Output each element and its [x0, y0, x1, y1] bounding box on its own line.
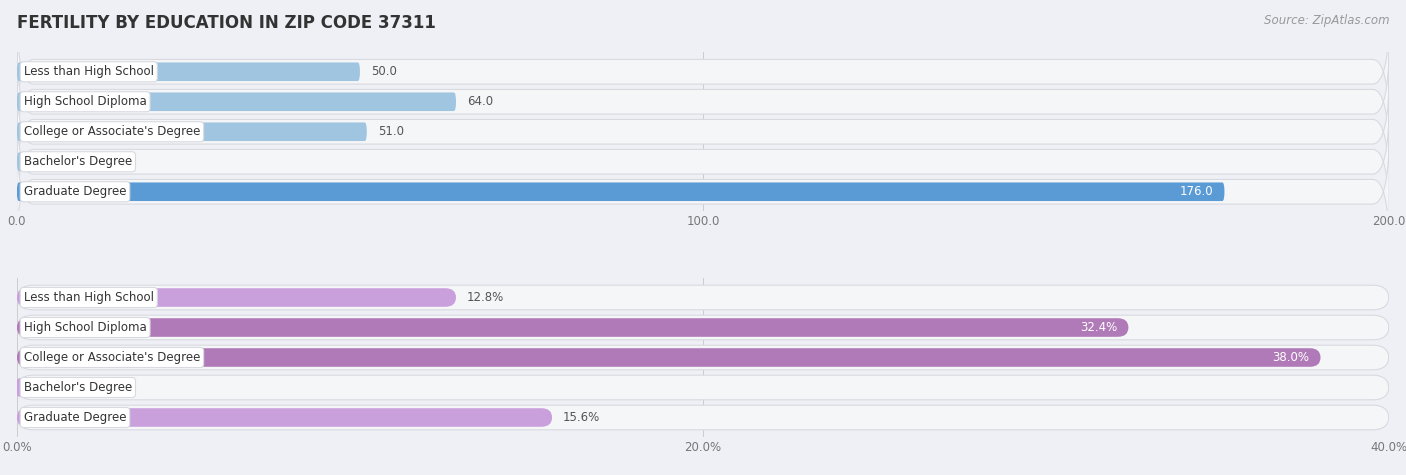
FancyBboxPatch shape [17, 315, 1389, 340]
FancyBboxPatch shape [17, 288, 456, 307]
Text: Bachelor's Degree: Bachelor's Degree [24, 155, 132, 168]
FancyBboxPatch shape [17, 152, 58, 171]
FancyBboxPatch shape [17, 345, 1389, 370]
FancyBboxPatch shape [17, 102, 1389, 221]
Text: 38.0%: 38.0% [1272, 351, 1309, 364]
Text: FERTILITY BY EDUCATION IN ZIP CODE 37311: FERTILITY BY EDUCATION IN ZIP CODE 37311 [17, 14, 436, 32]
Text: High School Diploma: High School Diploma [24, 95, 146, 108]
FancyBboxPatch shape [17, 12, 1389, 132]
Text: 6.0: 6.0 [69, 155, 87, 168]
Text: 50.0: 50.0 [371, 65, 396, 78]
FancyBboxPatch shape [17, 348, 1320, 367]
FancyBboxPatch shape [17, 378, 58, 397]
Text: Less than High School: Less than High School [24, 65, 153, 78]
Text: Bachelor's Degree: Bachelor's Degree [24, 381, 132, 394]
Text: 32.4%: 32.4% [1080, 321, 1118, 334]
FancyBboxPatch shape [17, 62, 360, 81]
Text: 64.0: 64.0 [467, 95, 494, 108]
Text: Graduate Degree: Graduate Degree [24, 185, 127, 198]
Text: Less than High School: Less than High School [24, 291, 153, 304]
Text: 12.8%: 12.8% [467, 291, 505, 304]
FancyBboxPatch shape [17, 285, 1389, 310]
FancyBboxPatch shape [17, 318, 1129, 337]
Text: 15.6%: 15.6% [562, 411, 600, 424]
FancyBboxPatch shape [17, 93, 456, 111]
FancyBboxPatch shape [17, 182, 1225, 201]
FancyBboxPatch shape [17, 408, 553, 427]
FancyBboxPatch shape [17, 132, 1389, 251]
Text: Graduate Degree: Graduate Degree [24, 411, 127, 424]
FancyBboxPatch shape [17, 123, 367, 141]
Text: High School Diploma: High School Diploma [24, 321, 146, 334]
Text: 51.0: 51.0 [378, 125, 404, 138]
Text: 176.0: 176.0 [1180, 185, 1213, 198]
FancyBboxPatch shape [17, 405, 1389, 430]
Text: Source: ZipAtlas.com: Source: ZipAtlas.com [1264, 14, 1389, 27]
Text: College or Associate's Degree: College or Associate's Degree [24, 351, 200, 364]
Text: 1.2%: 1.2% [69, 381, 98, 394]
FancyBboxPatch shape [17, 375, 1389, 400]
FancyBboxPatch shape [17, 72, 1389, 191]
FancyBboxPatch shape [17, 42, 1389, 162]
Text: College or Associate's Degree: College or Associate's Degree [24, 125, 200, 138]
